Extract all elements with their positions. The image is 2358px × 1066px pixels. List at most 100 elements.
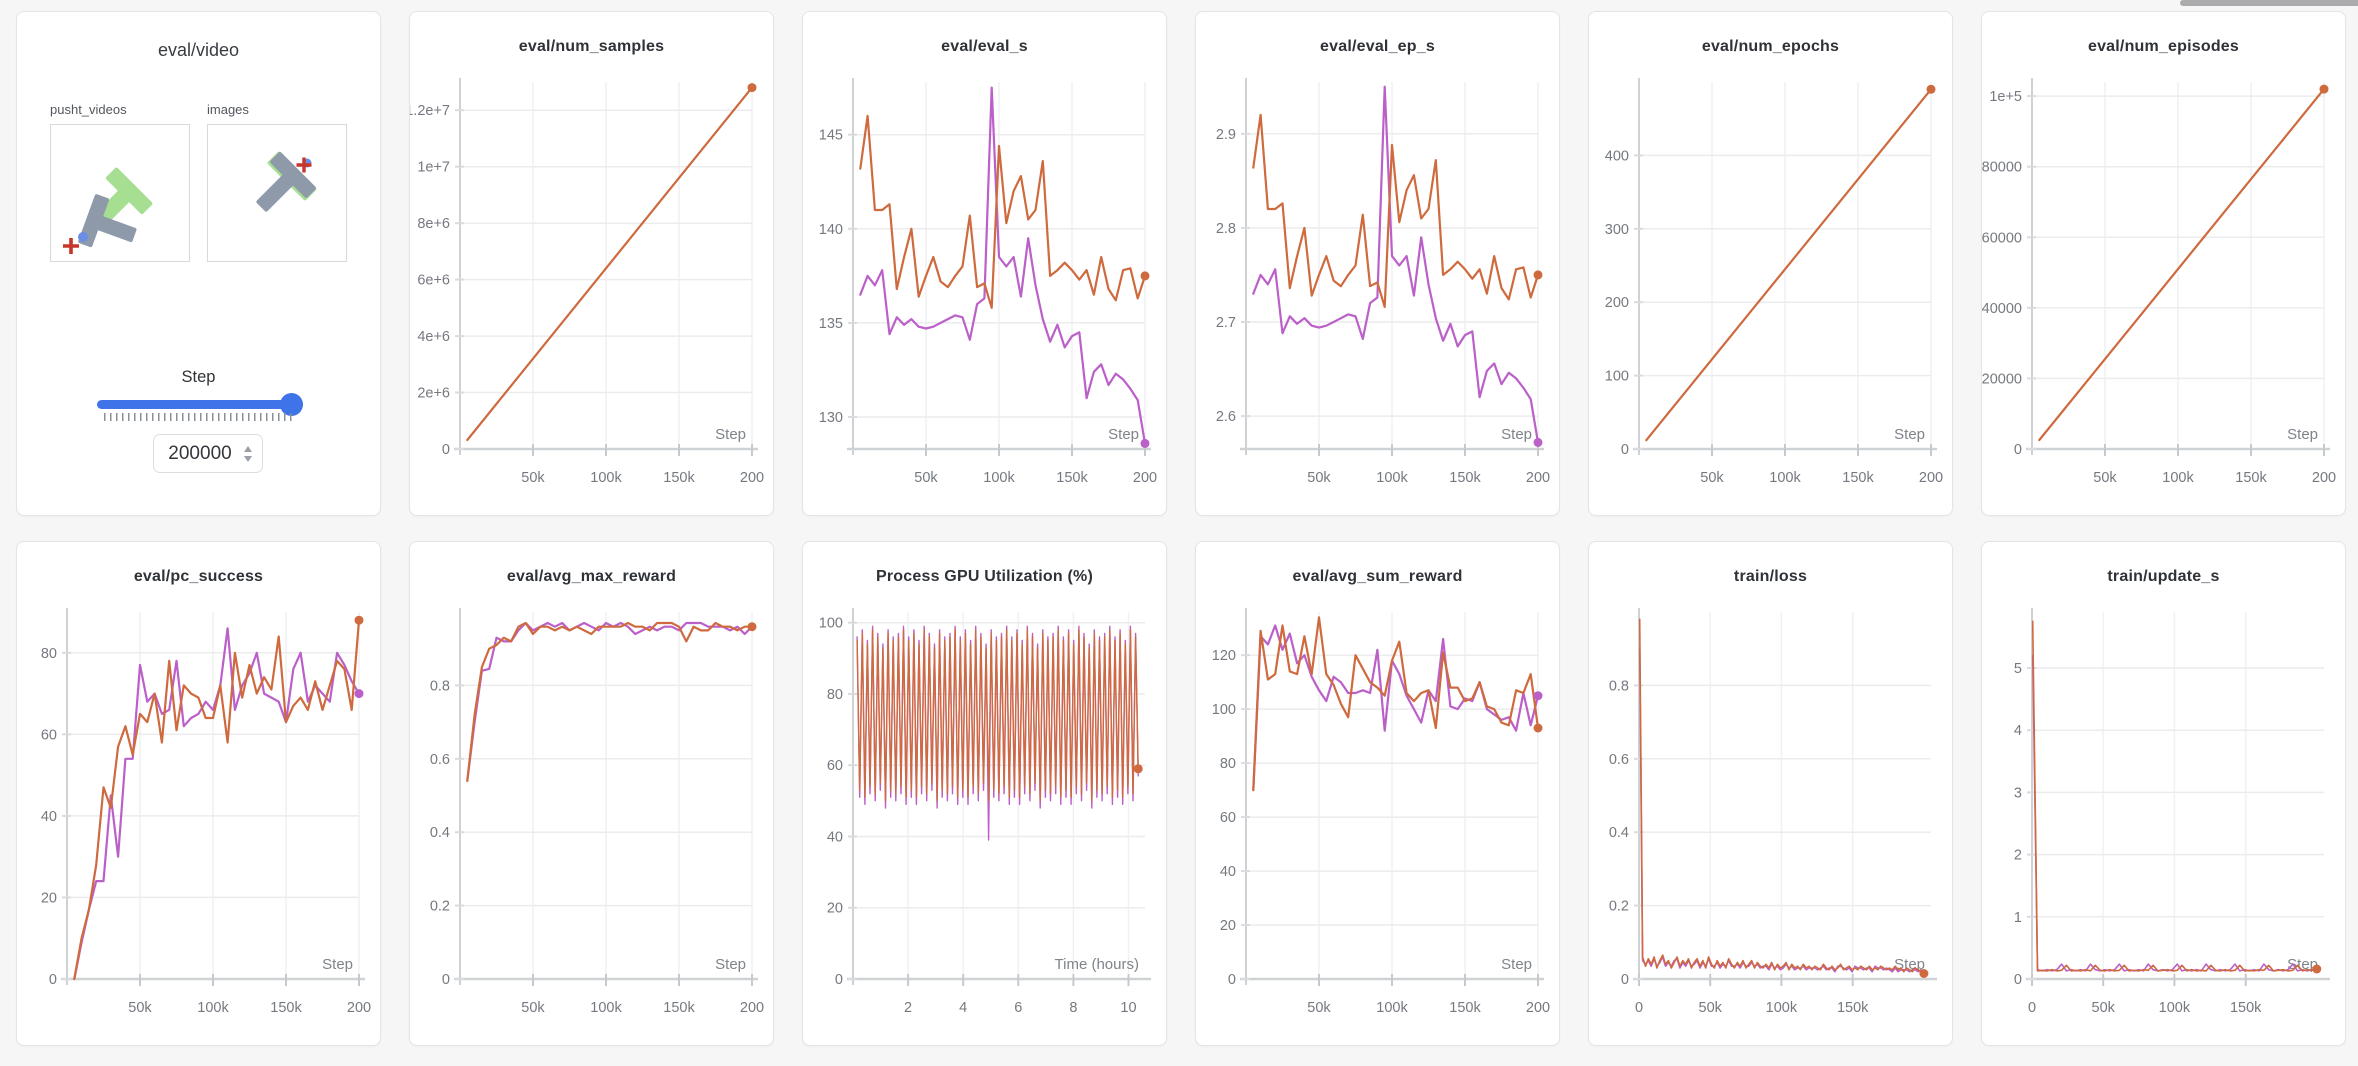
svg-text:100k: 100k	[2159, 1000, 2191, 1016]
svg-text:60: 60	[1220, 810, 1236, 826]
svg-text:100: 100	[819, 616, 843, 632]
goal-cross	[296, 157, 312, 173]
svg-text:150k: 150k	[663, 470, 695, 486]
svg-text:130: 130	[819, 410, 843, 426]
svg-text:100k: 100k	[590, 470, 622, 486]
svg-text:8e+6: 8e+6	[417, 216, 450, 232]
svg-text:150k: 150k	[663, 1000, 695, 1016]
svg-text:200: 200	[1526, 470, 1550, 486]
svg-text:150k: 150k	[2235, 470, 2267, 486]
svg-text:150k: 150k	[1837, 1000, 1869, 1016]
svg-text:0: 0	[442, 442, 450, 458]
svg-text:100k: 100k	[2162, 470, 2194, 486]
svg-text:100k: 100k	[1376, 470, 1408, 486]
svg-text:80: 80	[1220, 756, 1236, 772]
chart-canvas[interactable]: 50k 100k 150k 200 0 20 40 60 80 Step	[17, 598, 380, 1047]
svg-text:60000: 60000	[1982, 230, 2022, 246]
svg-text:200: 200	[2312, 470, 2336, 486]
svg-text:400: 400	[1605, 148, 1629, 164]
svg-text:200: 200	[1605, 295, 1629, 311]
svg-text:100k: 100k	[983, 470, 1015, 486]
svg-text:Step: Step	[1894, 426, 1925, 443]
horizontal-scrollbar-thumb[interactable]	[2180, 0, 2358, 6]
svg-text:50k: 50k	[2093, 470, 2117, 486]
video-thumbnail-pusht[interactable]	[50, 124, 190, 262]
svg-text:2.8: 2.8	[1216, 221, 1236, 237]
svg-text:200: 200	[1133, 470, 1157, 486]
goal-cross	[63, 238, 79, 254]
svg-text:100k: 100k	[197, 1000, 229, 1016]
svg-text:0.2: 0.2	[1609, 899, 1629, 915]
svg-text:150k: 150k	[270, 1000, 302, 1016]
svg-text:8: 8	[1069, 1000, 1077, 1016]
media-panel-title: eval/video	[157, 40, 240, 60]
svg-text:150k: 150k	[1842, 470, 1874, 486]
agent-dot	[78, 232, 88, 242]
svg-text:100k: 100k	[1769, 470, 1801, 486]
chart-panel-eval-num-episodes: eval/num_episodes 50k 100k 150k 200 0 20000 40…	[1981, 11, 2346, 516]
step-input-spinner[interactable]	[244, 435, 252, 472]
svg-text:300: 300	[1605, 222, 1629, 238]
chart-canvas[interactable]: 50k 100k 150k 200 0 20000 40000 60000 80000 1e+5 S…	[1982, 68, 2345, 517]
svg-text:Step: Step	[322, 956, 353, 973]
chart-panel-eval-pc-success: eval/pc_success 50k 100k 150k 200 0 20 40 60 80 S…	[16, 541, 381, 1046]
image-thumbnail[interactable]	[207, 124, 347, 262]
step-slider-thumb[interactable]	[280, 393, 303, 416]
svg-text:0.4: 0.4	[430, 825, 450, 841]
svg-text:50k: 50k	[521, 470, 545, 486]
svg-text:0: 0	[2014, 442, 2022, 458]
chart-title: eval/avg_sum_reward	[1292, 568, 1463, 585]
spinner-down-icon[interactable]	[244, 455, 252, 462]
svg-text:150k: 150k	[1056, 470, 1088, 486]
svg-text:Step: Step	[1501, 956, 1532, 973]
svg-text:40000: 40000	[1982, 301, 2022, 317]
spinner-up-icon[interactable]	[244, 445, 252, 452]
svg-text:4e+6: 4e+6	[417, 329, 450, 345]
svg-text:145: 145	[819, 128, 843, 144]
chart-canvas[interactable]: 50k 100k 150k 200 2.6 2.7 2.8 2.9 Step	[1196, 68, 1559, 517]
svg-text:100k: 100k	[1766, 1000, 1798, 1016]
image-frame	[256, 151, 317, 212]
svg-text:2: 2	[904, 1000, 912, 1016]
svg-text:50k: 50k	[128, 1000, 152, 1016]
svg-text:2.6: 2.6	[1216, 409, 1236, 425]
svg-text:0: 0	[2028, 1000, 2036, 1016]
chart-canvas[interactable]: 50k 100k 150k 200 0 0.2 0.4 0.6 0.8 Step	[410, 598, 773, 1047]
svg-text:200: 200	[740, 470, 764, 486]
chart-panel-process-gpu-utilization: Process GPU Utilization (%) 2 4 6 8 10 0 20 40 6…	[802, 541, 1167, 1046]
step-number-value[interactable]: 200000	[168, 442, 232, 464]
media-key-label-pusht-videos: pusht_videos	[50, 102, 127, 117]
svg-text:200: 200	[347, 1000, 371, 1016]
chart-canvas[interactable]: 50k 100k 150k 200 0 2e+6 4e+6 6e+6 8e+6 1e+7 1.2e+…	[410, 68, 773, 517]
svg-text:60: 60	[827, 758, 843, 774]
svg-text:1.2e+7: 1.2e+7	[410, 103, 450, 119]
chart-canvas[interactable]: 50k 100k 150k 200 0 100 200 300 400 Step	[1589, 68, 1952, 517]
svg-text:0: 0	[2014, 972, 2022, 988]
svg-text:20: 20	[827, 901, 843, 917]
chart-canvas[interactable]: 50k 100k 150k 200 130 135 140 145 Step	[803, 68, 1166, 517]
svg-text:20: 20	[41, 890, 57, 906]
svg-text:40: 40	[827, 830, 843, 846]
step-slider-track[interactable]	[97, 400, 303, 409]
step-slider-tickmarks	[104, 413, 292, 421]
svg-text:40: 40	[41, 809, 57, 825]
svg-text:50k: 50k	[1699, 1000, 1723, 1016]
step-number-input[interactable]: 200000	[153, 434, 263, 473]
svg-text:10: 10	[1120, 1000, 1136, 1016]
svg-text:50k: 50k	[1307, 1000, 1331, 1016]
chart-canvas[interactable]: 50k 100k 150k 200 0 20 40 60 80 100 120 Step	[1196, 598, 1559, 1047]
svg-text:5: 5	[2014, 661, 2022, 677]
chart-panel-eval-avg-sum-reward: eval/avg_sum_reward 50k 100k 150k 200 0 20 40 6…	[1195, 541, 1560, 1046]
svg-text:Step: Step	[1501, 426, 1532, 443]
svg-text:20000: 20000	[1982, 371, 2022, 387]
chart-title: eval/num_epochs	[1701, 38, 1840, 55]
svg-text:4: 4	[959, 1000, 967, 1016]
svg-text:100k: 100k	[590, 1000, 622, 1016]
svg-text:2e+6: 2e+6	[417, 386, 450, 402]
svg-text:4: 4	[2014, 723, 2022, 739]
svg-text:1: 1	[2014, 910, 2022, 926]
chart-panel-eval-eval-s: eval/eval_s 50k 100k 150k 200 130 135 140 145 St…	[802, 11, 1167, 516]
